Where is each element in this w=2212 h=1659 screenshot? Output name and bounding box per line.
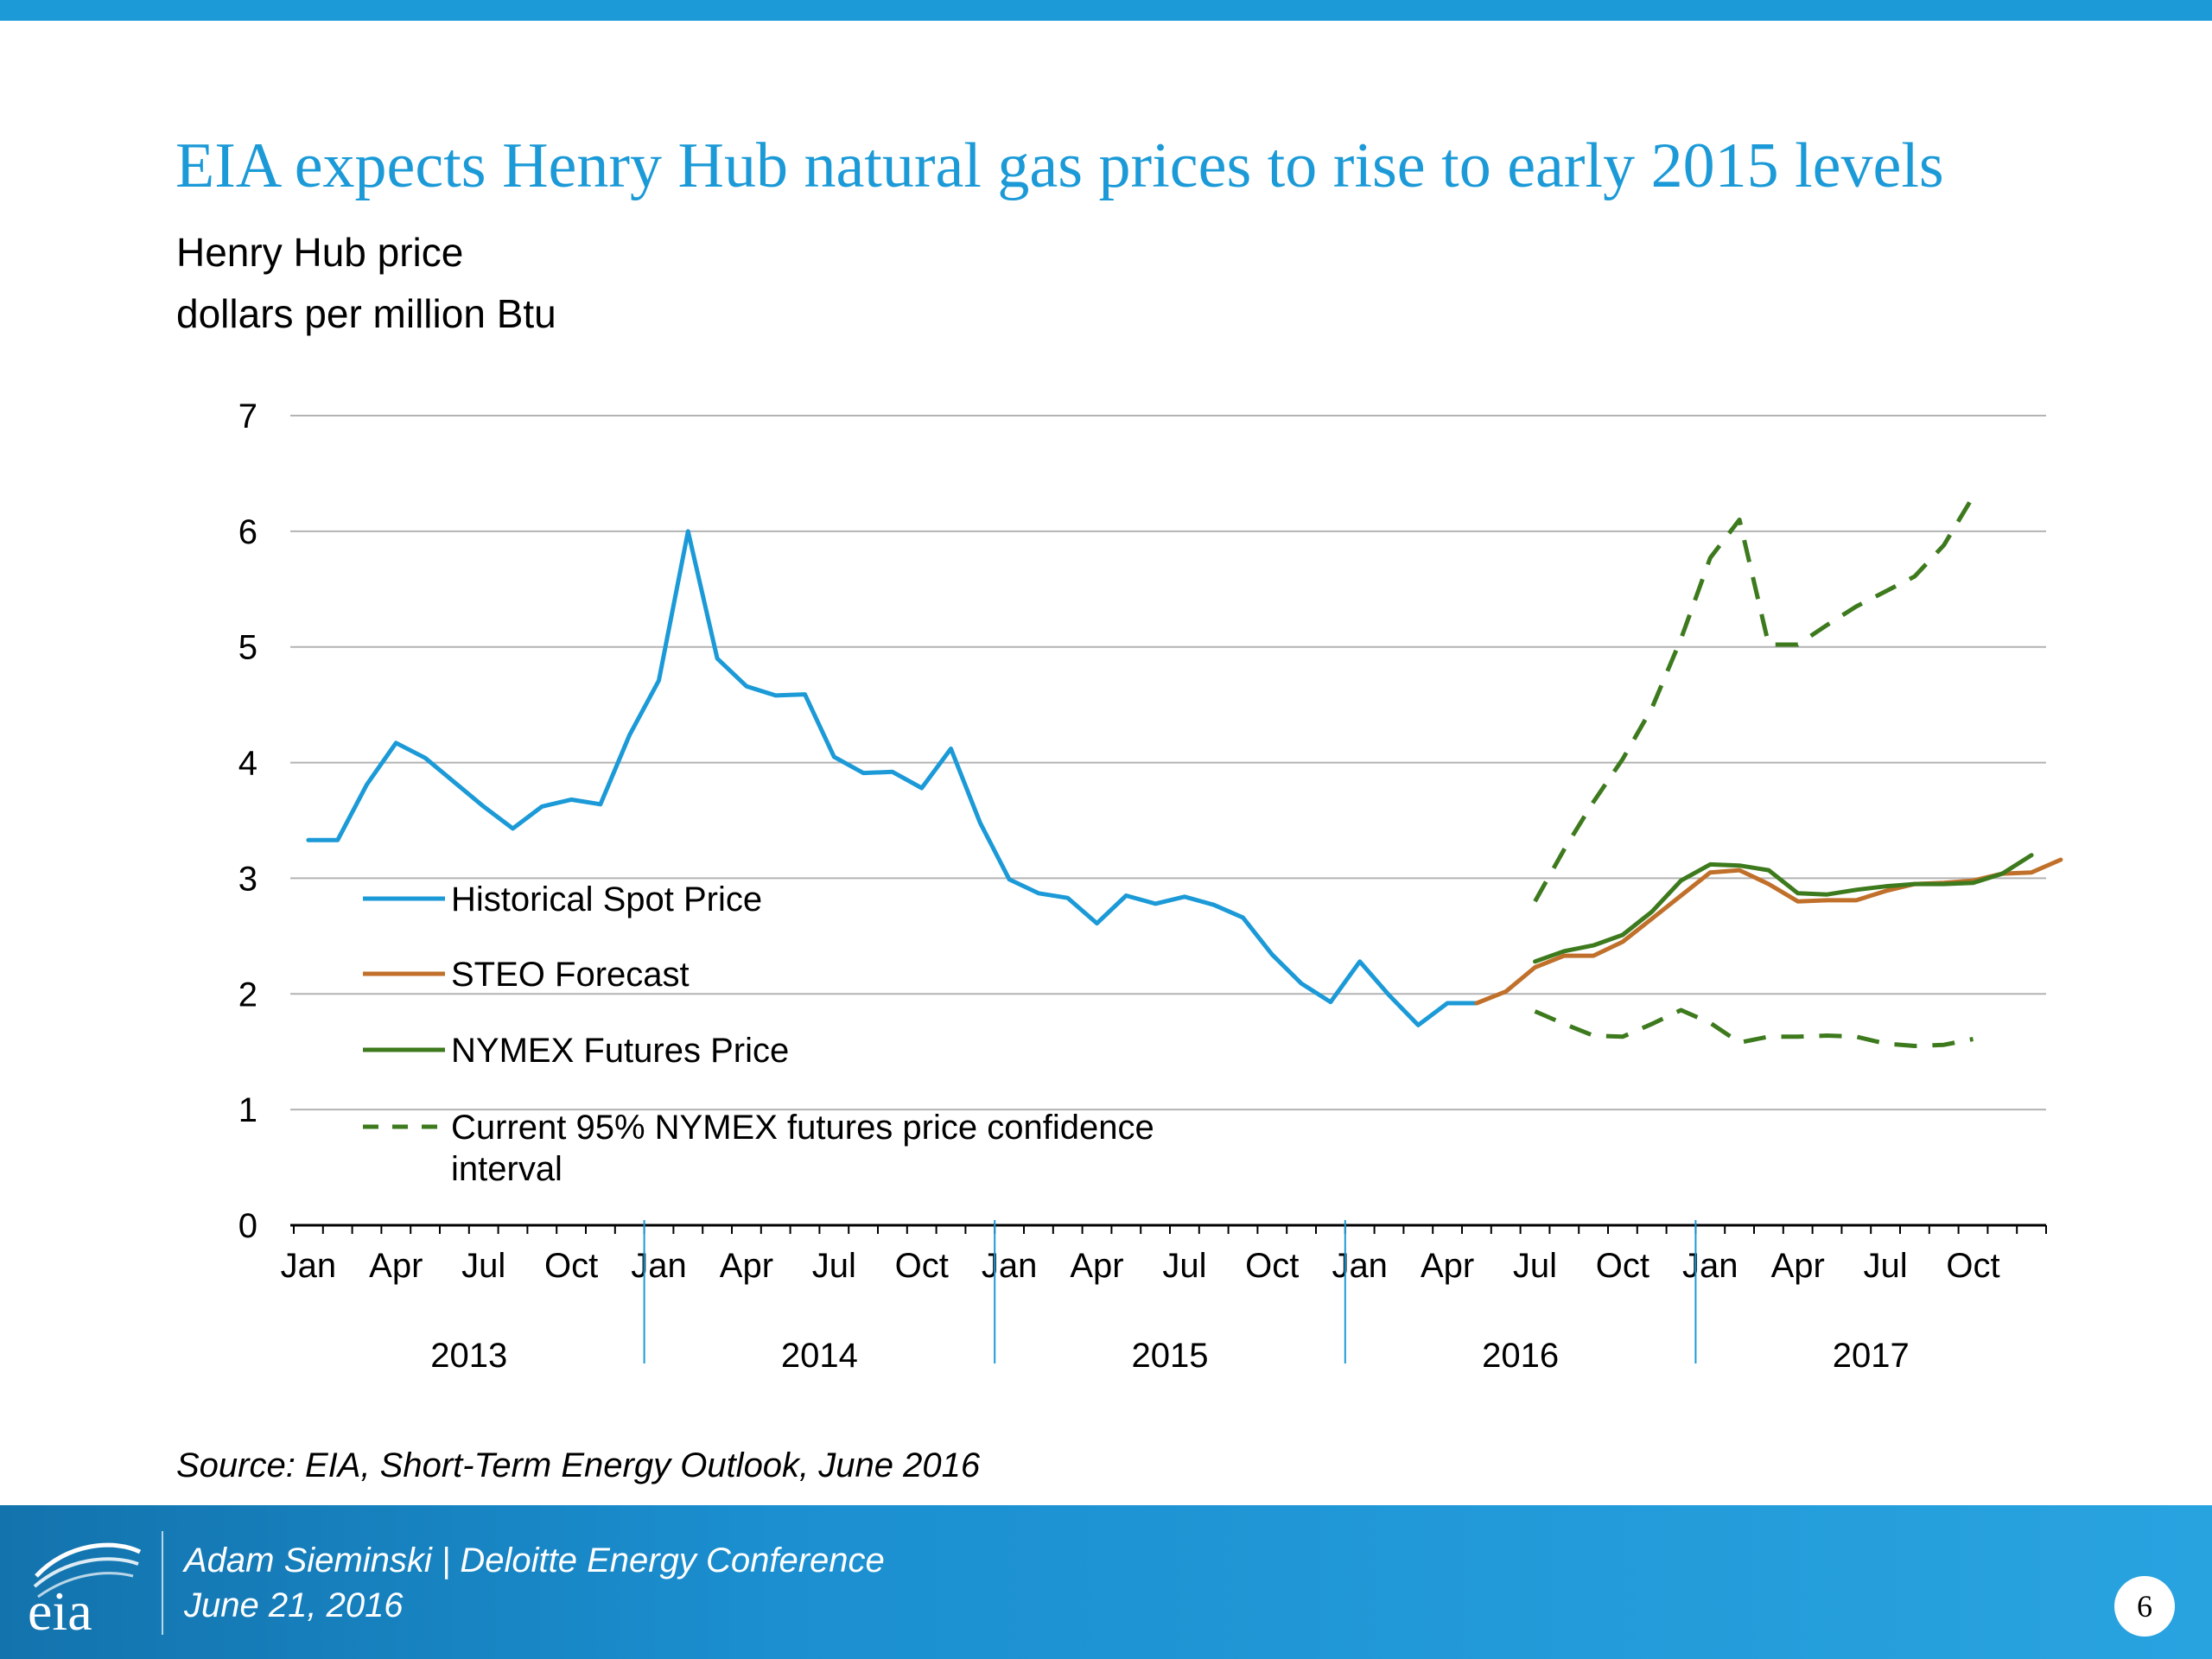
y-tick-label: 4 [238, 745, 257, 783]
x-tick-label: Jan [982, 1247, 1038, 1285]
year-label: 2015 [1132, 1337, 1209, 1375]
x-tick-label: Oct [1245, 1247, 1299, 1285]
eia-logo-icon: eia [28, 1542, 142, 1638]
x-tick-label: Jan [1682, 1247, 1738, 1285]
historical-spot-price-line [306, 529, 1479, 1027]
source-note: Source: EIA, Short-Term Energy Outlook, … [176, 1446, 981, 1484]
x-tick-label: Apr [1771, 1247, 1825, 1285]
page-number: 6 [2114, 1576, 2175, 1637]
y-tick-label: 7 [238, 397, 257, 435]
nymex-futures-price-line [1533, 853, 2034, 964]
x-tick-label: Oct [895, 1247, 949, 1285]
x-tick-label: Oct [544, 1247, 598, 1285]
year-label: 2016 [1482, 1337, 1559, 1375]
year-label: 2017 [1833, 1337, 1910, 1375]
x-tick-label: Jul [461, 1247, 505, 1285]
y-tick-label: 6 [238, 513, 257, 551]
x-tick-label: Jul [1162, 1247, 1206, 1285]
x-tick-label: Jan [1332, 1247, 1388, 1285]
y-tick-label: 1 [238, 1091, 257, 1129]
x-tick-label: Jul [812, 1247, 856, 1285]
y-tick-label: 3 [238, 860, 257, 898]
x-tick-label: Apr [369, 1247, 423, 1285]
x-tick-label: Oct [1596, 1247, 1649, 1285]
year-label: 2014 [781, 1337, 858, 1375]
x-tick-label: Oct [1946, 1247, 1999, 1285]
x-tick-label: Jul [1864, 1247, 1908, 1285]
y-axis-ticks: 0 1 2 3 4 5 6 7 [238, 397, 257, 1245]
confidence-upper-line [1533, 495, 1975, 903]
y-tick-label: 0 [238, 1207, 257, 1245]
x-tick-label: Jan [281, 1247, 337, 1285]
y-tick-label: 5 [238, 629, 257, 667]
x-tick-label: Jul [1513, 1247, 1557, 1285]
legend-label: Current 95% NYMEX futures price confiden… [451, 1109, 1154, 1147]
presenter-line: Adam Sieminski | Deloitte Energy Confere… [184, 1541, 885, 1580]
legend-label: STEO Forecast [451, 956, 690, 994]
slide-title: EIA expects Henry Hub natural gas prices… [175, 130, 1944, 201]
legend-label-continued: interval [451, 1150, 563, 1188]
top-accent-bar [0, 0, 2212, 21]
x-tick-label: Apr [1421, 1247, 1474, 1285]
legend: Historical Spot Price STEO Forecast NYMEX … [363, 880, 1154, 1188]
footer-divider [162, 1531, 163, 1635]
x-tick-label: Jan [631, 1247, 687, 1285]
y-tick-label: 2 [238, 976, 257, 1014]
legend-label: Historical Spot Price [451, 880, 762, 918]
gridlines [290, 415, 2046, 1111]
footer-bar: eia Adam Sieminski | Deloitte Energy Con… [0, 1505, 2212, 1659]
x-tick-label: Apr [720, 1247, 773, 1285]
presentation-date: June 21, 2016 [184, 1586, 404, 1624]
series-lines [306, 495, 2063, 1048]
legend-label: NYMEX Futures Price [451, 1032, 789, 1070]
chart-subtitle: Henry Hub price [176, 230, 464, 275]
confidence-lower-line [1534, 1007, 1974, 1048]
chart-units: dollars per million Btu [176, 291, 556, 336]
x-axis: Jan Apr Jul Oct Jan Apr Jul Oct Jan Apr Jul Oct Jan A… [281, 1220, 2047, 1375]
svg-text:eia: eia [28, 1580, 92, 1638]
year-label: 2013 [430, 1337, 507, 1375]
x-tick-label: Apr [1070, 1247, 1123, 1285]
